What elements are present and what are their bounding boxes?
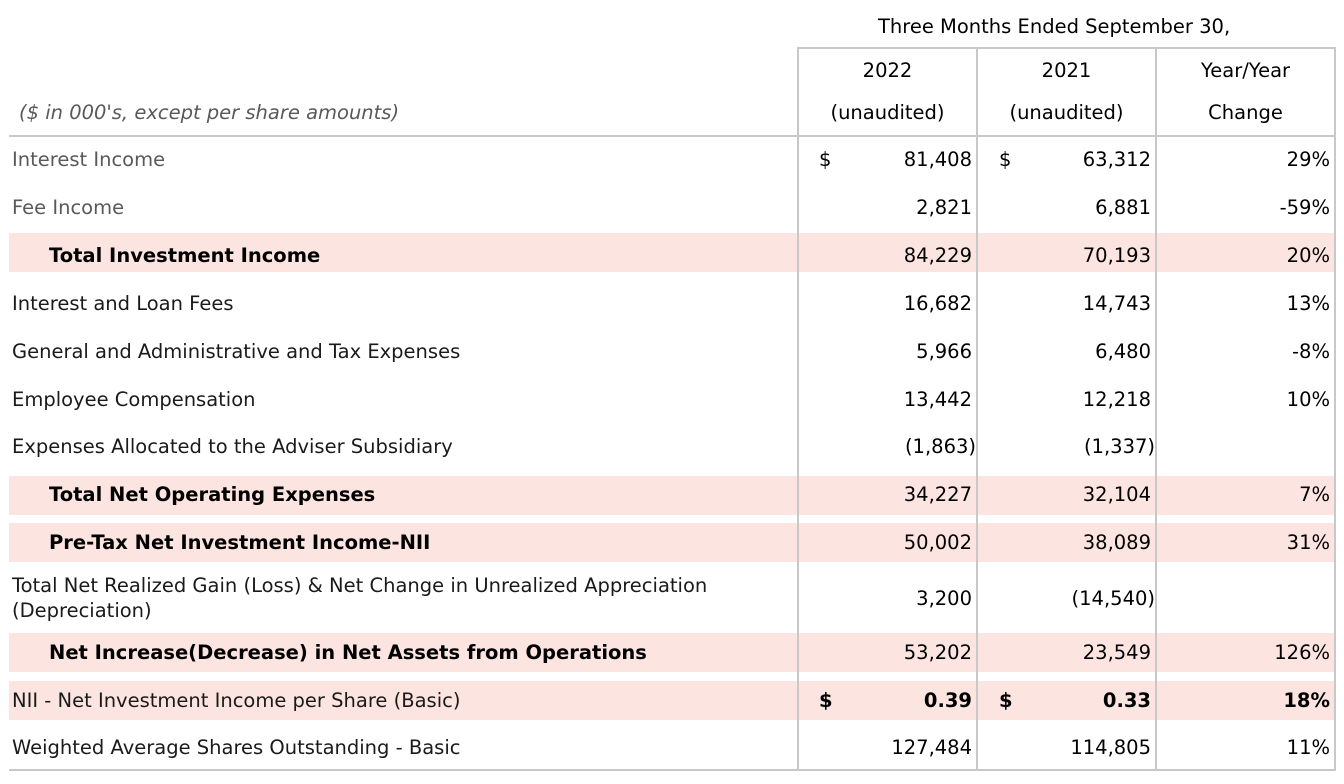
dollar-sign: $ — [819, 148, 832, 171]
value-2022: 127,484 — [891, 736, 972, 759]
row-label-nii-per-share: NII - Net Investment Income per Share (B… — [12, 689, 461, 712]
column-divider-3 — [1155, 47, 1157, 771]
value-change: 7% — [1299, 483, 1330, 506]
value-2022: 2,821 — [916, 196, 972, 219]
table-bottom-rule — [9, 769, 1335, 771]
value-2021: 14,743 — [1082, 292, 1151, 315]
value-2021: 70,193 — [1082, 244, 1151, 267]
dollar-sign: $ — [999, 689, 1013, 712]
row-label-pretax-nii: Pre-Tax Net Investment Income-NII — [49, 531, 431, 554]
column-divider-2 — [976, 47, 978, 771]
highlight-band-net-increase — [9, 633, 1335, 672]
value-2021: 63,312 — [1082, 148, 1151, 171]
value-change: 18% — [1283, 689, 1330, 712]
value-change: 126% — [1274, 641, 1330, 664]
column-header-change-line2: Change — [1208, 101, 1283, 124]
dollar-sign: $ — [999, 148, 1012, 171]
highlight-band-total-investment-income — [9, 233, 1335, 272]
value-2022: 34,227 — [903, 483, 972, 506]
value-2022: 13,442 — [903, 388, 972, 411]
value-change: 10% — [1286, 388, 1330, 411]
value-2021: 0.33 — [1102, 689, 1151, 712]
value-change: 29% — [1286, 148, 1330, 171]
value-2021: 6,881 — [1095, 196, 1151, 219]
value-2021: 12,218 — [1082, 388, 1151, 411]
dollar-sign: $ — [819, 689, 833, 712]
value-2022: 0.39 — [923, 689, 972, 712]
column-divider-1 — [797, 47, 799, 771]
value-2021: 114,805 — [1070, 736, 1151, 759]
period-heading: Three Months Ended September 30, — [878, 15, 1231, 38]
row-label-expenses-allocated: Expenses Allocated to the Adviser Subsid… — [12, 435, 453, 458]
value-2021: 6,480 — [1095, 340, 1151, 363]
value-2022: 53,202 — [903, 641, 972, 664]
value-2022: (1,863) — [904, 435, 976, 458]
value-change: 11% — [1286, 736, 1330, 759]
highlight-band-pretax-nii — [9, 523, 1335, 562]
value-change: -59% — [1279, 196, 1330, 219]
row-label-total-investment-income: Total Investment Income — [49, 244, 321, 267]
units-note: ($ in 000's, except per share amounts) — [19, 101, 400, 124]
value-change: 20% — [1286, 244, 1330, 267]
value-2021: 38,089 — [1082, 531, 1151, 554]
value-2022: 50,002 — [903, 531, 972, 554]
row-label-employee-compensation: Employee Compensation — [12, 388, 256, 411]
value-change: 13% — [1286, 292, 1330, 315]
column-header-change-line1: Year/Year — [1200, 59, 1291, 82]
row-label-realized-unrealized: Total Net Realized Gain (Loss) & Net Cha… — [12, 574, 708, 622]
column-divider-4 — [1334, 47, 1336, 771]
row-label-weighted-average-shares: Weighted Average Shares Outstanding - Ba… — [12, 736, 461, 759]
column-header-2021-year: 2021 — [1041, 59, 1092, 82]
value-2022: 81,408 — [903, 148, 972, 171]
highlight-band-nii-per-share — [9, 681, 1335, 720]
header-bottom-rule — [9, 135, 1335, 137]
value-2022: 84,229 — [903, 244, 972, 267]
value-2022: 3,200 — [916, 587, 972, 610]
column-header-2021-note: (unaudited) — [1009, 101, 1124, 124]
value-change: -8% — [1292, 340, 1330, 363]
value-2022: 16,682 — [903, 292, 972, 315]
value-2021: (1,337) — [1083, 435, 1155, 458]
value-2021: 32,104 — [1082, 483, 1151, 506]
header-top-rule — [797, 47, 1335, 49]
row-label-fee-income: Fee Income — [12, 196, 125, 219]
highlight-band-total-net-operating-expenses — [9, 476, 1335, 515]
column-header-2022-note: (unaudited) — [830, 101, 945, 124]
row-label-total-net-operating-expenses: Total Net Operating Expenses — [49, 483, 376, 506]
value-2021: (14,540) — [1071, 587, 1155, 610]
row-label-general-admin-tax: General and Administrative and Tax Expen… — [12, 340, 461, 363]
value-2022: 5,966 — [916, 340, 972, 363]
column-header-2022-year: 2022 — [862, 59, 913, 82]
row-label-interest-and-loan-fees: Interest and Loan Fees — [12, 292, 234, 315]
row-label-interest-income: Interest Income — [12, 148, 166, 171]
value-2021: 23,549 — [1082, 641, 1151, 664]
value-change: 31% — [1286, 531, 1330, 554]
row-label-net-increase-decrease: Net Increase(Decrease) in Net Assets fro… — [49, 641, 647, 664]
